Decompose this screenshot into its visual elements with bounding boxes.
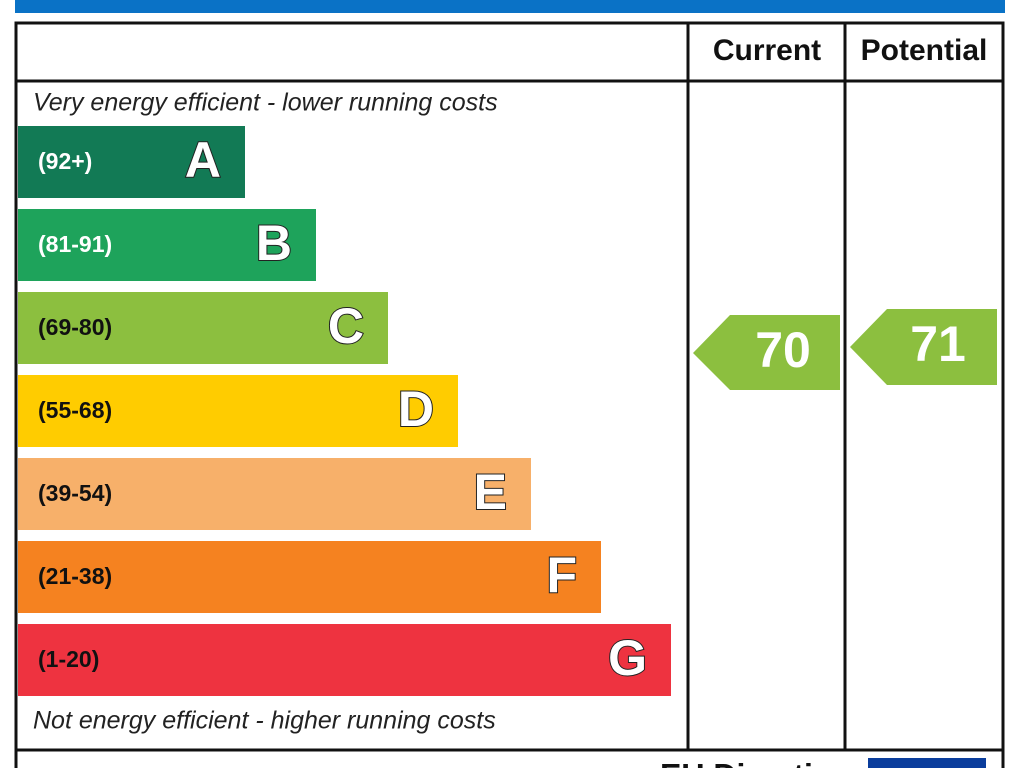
band-letter: B bbox=[256, 215, 292, 271]
band-range: (1-20) bbox=[38, 646, 99, 672]
band-bar bbox=[18, 458, 531, 530]
band-letter: A bbox=[185, 132, 221, 188]
current-header: Current bbox=[713, 34, 821, 67]
band-bar bbox=[18, 126, 245, 198]
band-bar bbox=[18, 624, 671, 696]
band-letter: G bbox=[608, 630, 647, 686]
band-letter: E bbox=[474, 464, 507, 520]
band-range: (55-68) bbox=[38, 397, 112, 423]
band-letter: C bbox=[328, 298, 364, 354]
band-range: (21-38) bbox=[38, 563, 112, 589]
top-bar bbox=[15, 0, 1005, 13]
current-arrow bbox=[693, 315, 840, 390]
potential-header: Potential bbox=[861, 34, 988, 67]
top-note: Very energy efficient - lower running co… bbox=[33, 89, 498, 117]
current-rating: 70 bbox=[755, 322, 811, 378]
eu-flag bbox=[868, 758, 986, 768]
band-bar bbox=[18, 541, 601, 613]
bottom-note: Not energy efficient - higher running co… bbox=[33, 707, 496, 735]
band-letter: D bbox=[398, 381, 434, 437]
band-range: (81-91) bbox=[38, 231, 112, 257]
band-letter: F bbox=[546, 547, 577, 603]
potential-arrow bbox=[850, 309, 997, 385]
band-range: (92+) bbox=[38, 148, 92, 174]
footer-text: EU Directive bbox=[660, 757, 849, 768]
frame bbox=[14, 21, 1005, 768]
band-bar bbox=[18, 292, 388, 364]
band-bar bbox=[18, 209, 316, 281]
bands: (92+) A (81-91) B (69-80) C (55-68) D (39-54) E (2… bbox=[18, 126, 671, 696]
band-range: (39-54) bbox=[38, 480, 112, 506]
band-bar bbox=[18, 375, 458, 447]
potential-rating: 71 bbox=[910, 316, 966, 372]
band-range: (69-80) bbox=[38, 314, 112, 340]
